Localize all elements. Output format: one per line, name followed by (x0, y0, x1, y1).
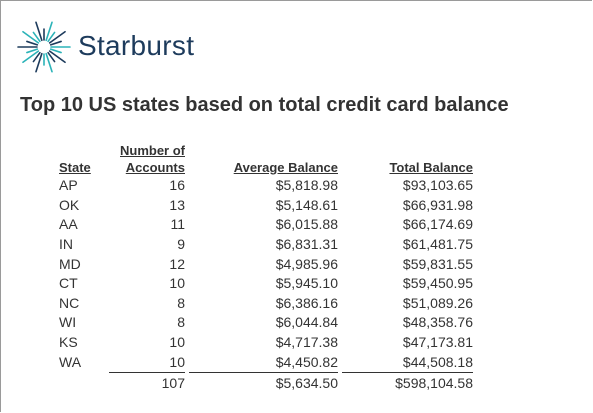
table-cell: $61,481.75 (402, 236, 473, 253)
table-cell: $59,450.95 (402, 275, 473, 292)
table-cell: 11 (170, 216, 185, 233)
table-cell: 16 (169, 177, 185, 194)
table-cell: $6,831.31 (275, 236, 338, 253)
table-cell: $47,173.81 (402, 334, 473, 351)
table-cell (55, 372, 105, 392)
table-row: AP 16 $5,818.98 $93,103.65 (55, 176, 473, 196)
table-cell: $5,148.61 (275, 196, 338, 213)
total-value: $5,634.50 (189, 371, 338, 392)
logo-spoke (48, 50, 66, 64)
table-row: WI 8 $6,044.84 $48,358.76 (55, 313, 473, 333)
logo-icon (17, 21, 71, 73)
total-cell: 107 (105, 371, 185, 392)
logo-spoke (32, 51, 41, 63)
total-value: $598,104.58 (342, 371, 473, 392)
table-row: CT 10 $5,945.10 $59,450.95 (55, 274, 473, 294)
table-cell: $4,450.82 (275, 353, 338, 370)
logo-spoke (32, 31, 41, 43)
table-cell: $51,089.26 (402, 294, 473, 311)
table-cell: $6,386.16 (275, 294, 338, 311)
brand-name: Starburst (78, 30, 195, 61)
header-row: State Number of Accounts Average Balance To… (55, 142, 473, 176)
table-cell: $44,508.18 (402, 353, 473, 370)
table-cell: AA (59, 216, 78, 233)
column-header-text: Number of Accounts (120, 143, 185, 175)
logo-spoke (35, 21, 43, 42)
table-cell: $5,818.98 (275, 177, 338, 194)
logo-spoke (45, 52, 53, 73)
total-row: 107 $5,634.50 $598,104.58 (55, 371, 473, 392)
table-cell: $93,103.65 (402, 177, 473, 194)
table-cell: 10 (169, 353, 185, 370)
logo-spoke (26, 48, 39, 54)
column-header: State (55, 142, 105, 176)
table-cell: $4,985.96 (275, 255, 338, 272)
table-cell: $5,945.10 (275, 275, 338, 292)
table-row: OK 13 $5,148.61 $66,931.98 (55, 196, 473, 216)
column-header: Number of Accounts (105, 142, 185, 176)
table-cell: $66,931.98 (402, 196, 473, 213)
table-cell: $48,358.76 (402, 314, 473, 331)
logo-spoke (22, 30, 40, 44)
logo-spoke (49, 48, 62, 54)
logo-spoke (22, 50, 40, 64)
table-cell: MD (59, 255, 81, 272)
table-row: KS 10 $4,717.38 $47,173.81 (55, 333, 473, 353)
logo-spoke (49, 40, 62, 46)
table-cell: 8 (177, 294, 185, 311)
table-cell: 8 (177, 314, 185, 331)
table-cell: IN (59, 236, 73, 253)
total-cell: $598,104.58 (338, 371, 473, 392)
table-cell: 9 (177, 236, 185, 253)
report-title: Top 10 US states based on total credit c… (20, 94, 509, 116)
column-header-text: State (59, 160, 91, 175)
table-row: MD 12 $4,985.96 $59,831.55 (55, 254, 473, 274)
table-row: NC 8 $6,386.16 $51,089.26 (55, 294, 473, 314)
table-cell: KS (59, 334, 78, 351)
column-header-text: Average Balance (233, 160, 338, 175)
table-cell: 10 (169, 334, 185, 351)
logo-spoke (26, 40, 39, 46)
table-cell: AP (59, 177, 78, 194)
table-cell: 12 (169, 255, 185, 272)
table-row: IN 9 $6,831.31 $61,481.75 (55, 235, 473, 255)
table-cell: WI (59, 314, 77, 331)
total-cell: $5,634.50 (185, 371, 338, 392)
table-cell: $66,174.69 (402, 216, 473, 233)
table-cell: $4,717.38 (275, 334, 338, 351)
table-cell: $59,831.55 (402, 255, 473, 272)
table-cell: $6,044.84 (275, 314, 338, 331)
table-cell: WA (59, 353, 82, 370)
logo-spoke (45, 21, 53, 42)
table-cell: 10 (169, 275, 185, 292)
table-cell: 13 (169, 196, 185, 213)
table-row: WA 10 $4,450.82 $44,508.18 (55, 352, 473, 372)
column-header: Total Balance (338, 142, 473, 176)
total-value: 107 (109, 371, 185, 392)
logo-spoke (47, 31, 56, 43)
column-header-text: Total Balance (389, 160, 473, 175)
table-cell: $6,015.88 (275, 216, 338, 233)
table-cell: NC (59, 294, 80, 311)
table-row: AA 11 $6,015.88 $66,174.69 (55, 215, 473, 235)
balance-table: State Number of Accounts Average Balance To… (55, 142, 473, 392)
column-header: Average Balance (185, 142, 338, 176)
logo-spoke (47, 51, 56, 63)
table-cell: OK (59, 196, 80, 213)
table-cell: CT (59, 275, 78, 292)
logo-spoke (48, 30, 66, 44)
logo-spoke (35, 52, 43, 73)
